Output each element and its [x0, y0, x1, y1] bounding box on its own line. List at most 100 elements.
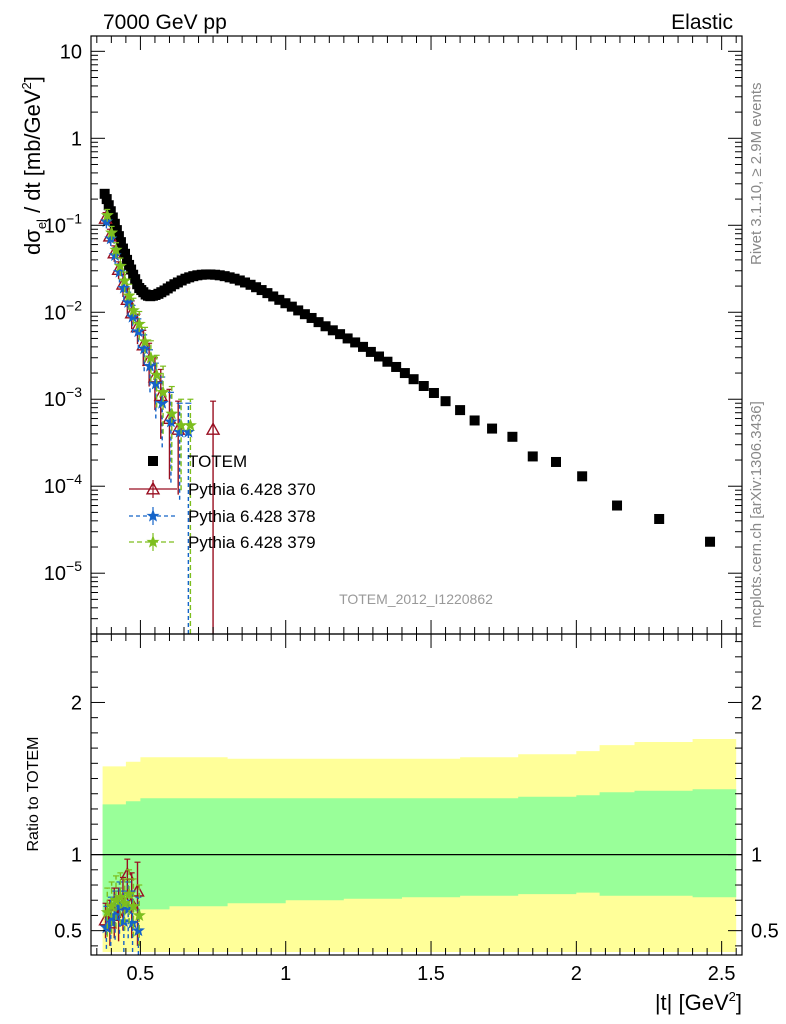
data-point [113, 259, 127, 272]
data-point [374, 351, 385, 362]
data-point [99, 188, 110, 199]
data-point [507, 431, 518, 442]
series-3 [100, 208, 197, 634]
ratio-point [104, 914, 118, 928]
legend: TOTEM Pythia 6.428 370 Pythia 6.428 378 Pyt… [129, 452, 316, 552]
data-point [391, 361, 402, 372]
ratio-point [126, 899, 140, 912]
data-point [105, 206, 116, 217]
data-point [654, 513, 665, 524]
data-point [306, 312, 317, 323]
main-y-axis-label: dσel / dt [mb/GeV2] [19, 76, 49, 255]
y-tick-label: 1 [71, 128, 82, 150]
data-point [268, 291, 279, 302]
ratio-y-tick-label-right: 1 [751, 845, 762, 867]
data-point [107, 212, 118, 223]
x-tick-label: 0.5 [127, 963, 155, 985]
data-point [382, 356, 393, 367]
ratio-point [105, 899, 119, 912]
data-point [130, 274, 141, 285]
data-point [245, 279, 256, 290]
data-point [418, 380, 429, 391]
data-point [293, 305, 304, 316]
ratio-point [132, 908, 146, 921]
ratio-point [126, 916, 140, 929]
legend-entry-1: Pythia 6.428 370 [129, 480, 316, 499]
y-tick-label: 10−4 [44, 471, 82, 498]
legend-label: TOTEM [188, 452, 247, 471]
legend-marker [146, 509, 160, 522]
data-point [612, 500, 623, 511]
data-point [527, 451, 538, 462]
y-tick-label: 10 [60, 41, 82, 63]
data-point [165, 406, 179, 420]
data-point [280, 298, 291, 309]
ratio-y-tick-label-left: 1 [71, 845, 82, 867]
data-point [342, 333, 353, 344]
ratio-series-2 [100, 869, 146, 946]
data-point [132, 317, 146, 330]
legend-label: Pythia 6.428 378 [188, 507, 316, 526]
data-point [234, 275, 245, 286]
data-point [705, 536, 716, 547]
data-point [469, 415, 480, 426]
data-point [122, 288, 136, 302]
data-point [105, 225, 119, 239]
data-point [117, 281, 131, 294]
series-0 [99, 188, 716, 547]
data-point [164, 414, 178, 428]
ratio-y-axis-label: Ratio to TOTEM [25, 737, 42, 852]
ratio-point [100, 905, 114, 919]
y-tick-label: 10−5 [44, 558, 82, 585]
data-point [358, 341, 369, 352]
data-point [299, 309, 310, 320]
legend-label: Pythia 6.428 379 [188, 533, 316, 552]
data-point [156, 385, 170, 398]
ratio-point [108, 908, 122, 921]
header-left: 7000 GeV pp [103, 11, 227, 34]
y-tick-label: 10−3 [44, 384, 82, 411]
y-tick-label: 10−2 [44, 297, 82, 324]
legend-label: Pythia 6.428 370 [188, 480, 316, 499]
data-point [183, 418, 197, 432]
ratio-uncertainty-bands [91, 739, 742, 952]
ratio-y-tick-label-left: 2 [71, 692, 82, 714]
ratio-y-tick-label-right: 0.5 [751, 921, 779, 943]
data-point [251, 282, 262, 293]
x-tick-label: 2.5 [708, 963, 736, 985]
x-tick-label: 1 [280, 963, 291, 985]
ratio-panel: 0.5 0.5 1 1 2 2 0.5 1 1.5 2 2.5 [54, 633, 779, 985]
data-point [205, 421, 221, 435]
ratio-y-tick-label-left: 0.5 [54, 921, 82, 943]
x-axis-label: |t| [GeV2] [655, 989, 742, 1015]
data-point [286, 301, 297, 312]
legend-entry-0: TOTEM [148, 452, 247, 471]
ratio-plot-marks [98, 858, 146, 955]
data-point [313, 317, 324, 328]
mcplots-label: mcplots.cern.ch [arXiv:1306.3436] [748, 401, 765, 628]
data-point [399, 368, 410, 379]
legend-marker [145, 481, 161, 495]
data-point [320, 321, 331, 332]
legend-marker [146, 535, 160, 548]
data-point [262, 288, 273, 299]
data-point [350, 337, 361, 348]
header-right: Elastic [671, 11, 733, 34]
data-point [115, 237, 126, 248]
rivet-label: Rivet 3.1.10, ≥ 2.9M events [748, 83, 765, 266]
analysis-watermark: TOTEM_2012_I1220862 [339, 591, 493, 607]
data-point [101, 194, 112, 205]
legend-entry-3: Pythia 6.428 379 [129, 533, 316, 552]
data-point [149, 377, 163, 390]
data-point [327, 325, 338, 336]
data-point [229, 273, 240, 284]
y-tick-label: 10−1 [44, 210, 82, 237]
data-point [455, 405, 466, 416]
ratio-axes: 0.5 0.5 1 1 2 2 0.5 1 1.5 2 2.5 [54, 633, 779, 985]
data-point [126, 303, 140, 317]
main-axes: 10−5 10−4 10−3 10−2 10−1 1 10 [44, 35, 743, 635]
data-point [274, 294, 285, 305]
data-point [109, 218, 120, 229]
data-point [150, 368, 164, 381]
main-plot-marks [98, 188, 716, 634]
